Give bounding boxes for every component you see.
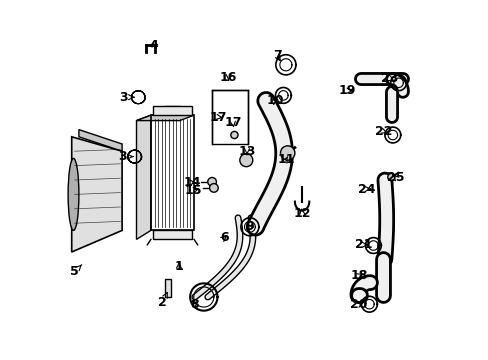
Circle shape: [207, 177, 216, 186]
Text: 13: 13: [238, 145, 255, 158]
Polygon shape: [79, 130, 122, 151]
Text: 3: 3: [118, 150, 133, 163]
Text: 19: 19: [338, 84, 355, 97]
Circle shape: [209, 184, 218, 192]
Text: 18: 18: [350, 269, 367, 282]
Text: 6: 6: [220, 231, 228, 244]
Text: 5: 5: [70, 265, 81, 278]
Text: 16: 16: [220, 71, 237, 84]
Bar: [151, 115, 194, 230]
Circle shape: [280, 146, 294, 160]
Text: 23: 23: [380, 72, 397, 85]
Bar: [164, 279, 171, 297]
Text: 3: 3: [120, 91, 134, 104]
Text: 25: 25: [386, 171, 404, 184]
Text: 7: 7: [272, 49, 281, 62]
Bar: [152, 230, 192, 239]
Circle shape: [387, 174, 394, 181]
Text: 9: 9: [245, 220, 254, 233]
Text: 12: 12: [293, 207, 310, 220]
Polygon shape: [72, 137, 122, 252]
Circle shape: [230, 131, 238, 139]
Text: 17: 17: [209, 111, 226, 123]
Text: 14: 14: [183, 176, 201, 189]
Text: 4: 4: [149, 39, 158, 51]
Text: 15: 15: [184, 184, 202, 197]
Text: 24: 24: [357, 183, 375, 195]
Bar: [212, 90, 247, 144]
Ellipse shape: [68, 158, 79, 230]
Text: 21: 21: [354, 238, 371, 251]
Text: 11: 11: [277, 153, 294, 166]
Text: 17: 17: [224, 116, 241, 129]
Text: 22: 22: [374, 125, 391, 138]
Polygon shape: [136, 115, 151, 239]
Text: 8: 8: [190, 298, 199, 311]
Circle shape: [239, 154, 252, 167]
Text: 10: 10: [266, 94, 284, 107]
Text: 2: 2: [158, 293, 167, 309]
Text: 20: 20: [349, 298, 367, 311]
Polygon shape: [136, 115, 194, 121]
Bar: [152, 106, 192, 115]
Text: 1: 1: [174, 260, 183, 273]
